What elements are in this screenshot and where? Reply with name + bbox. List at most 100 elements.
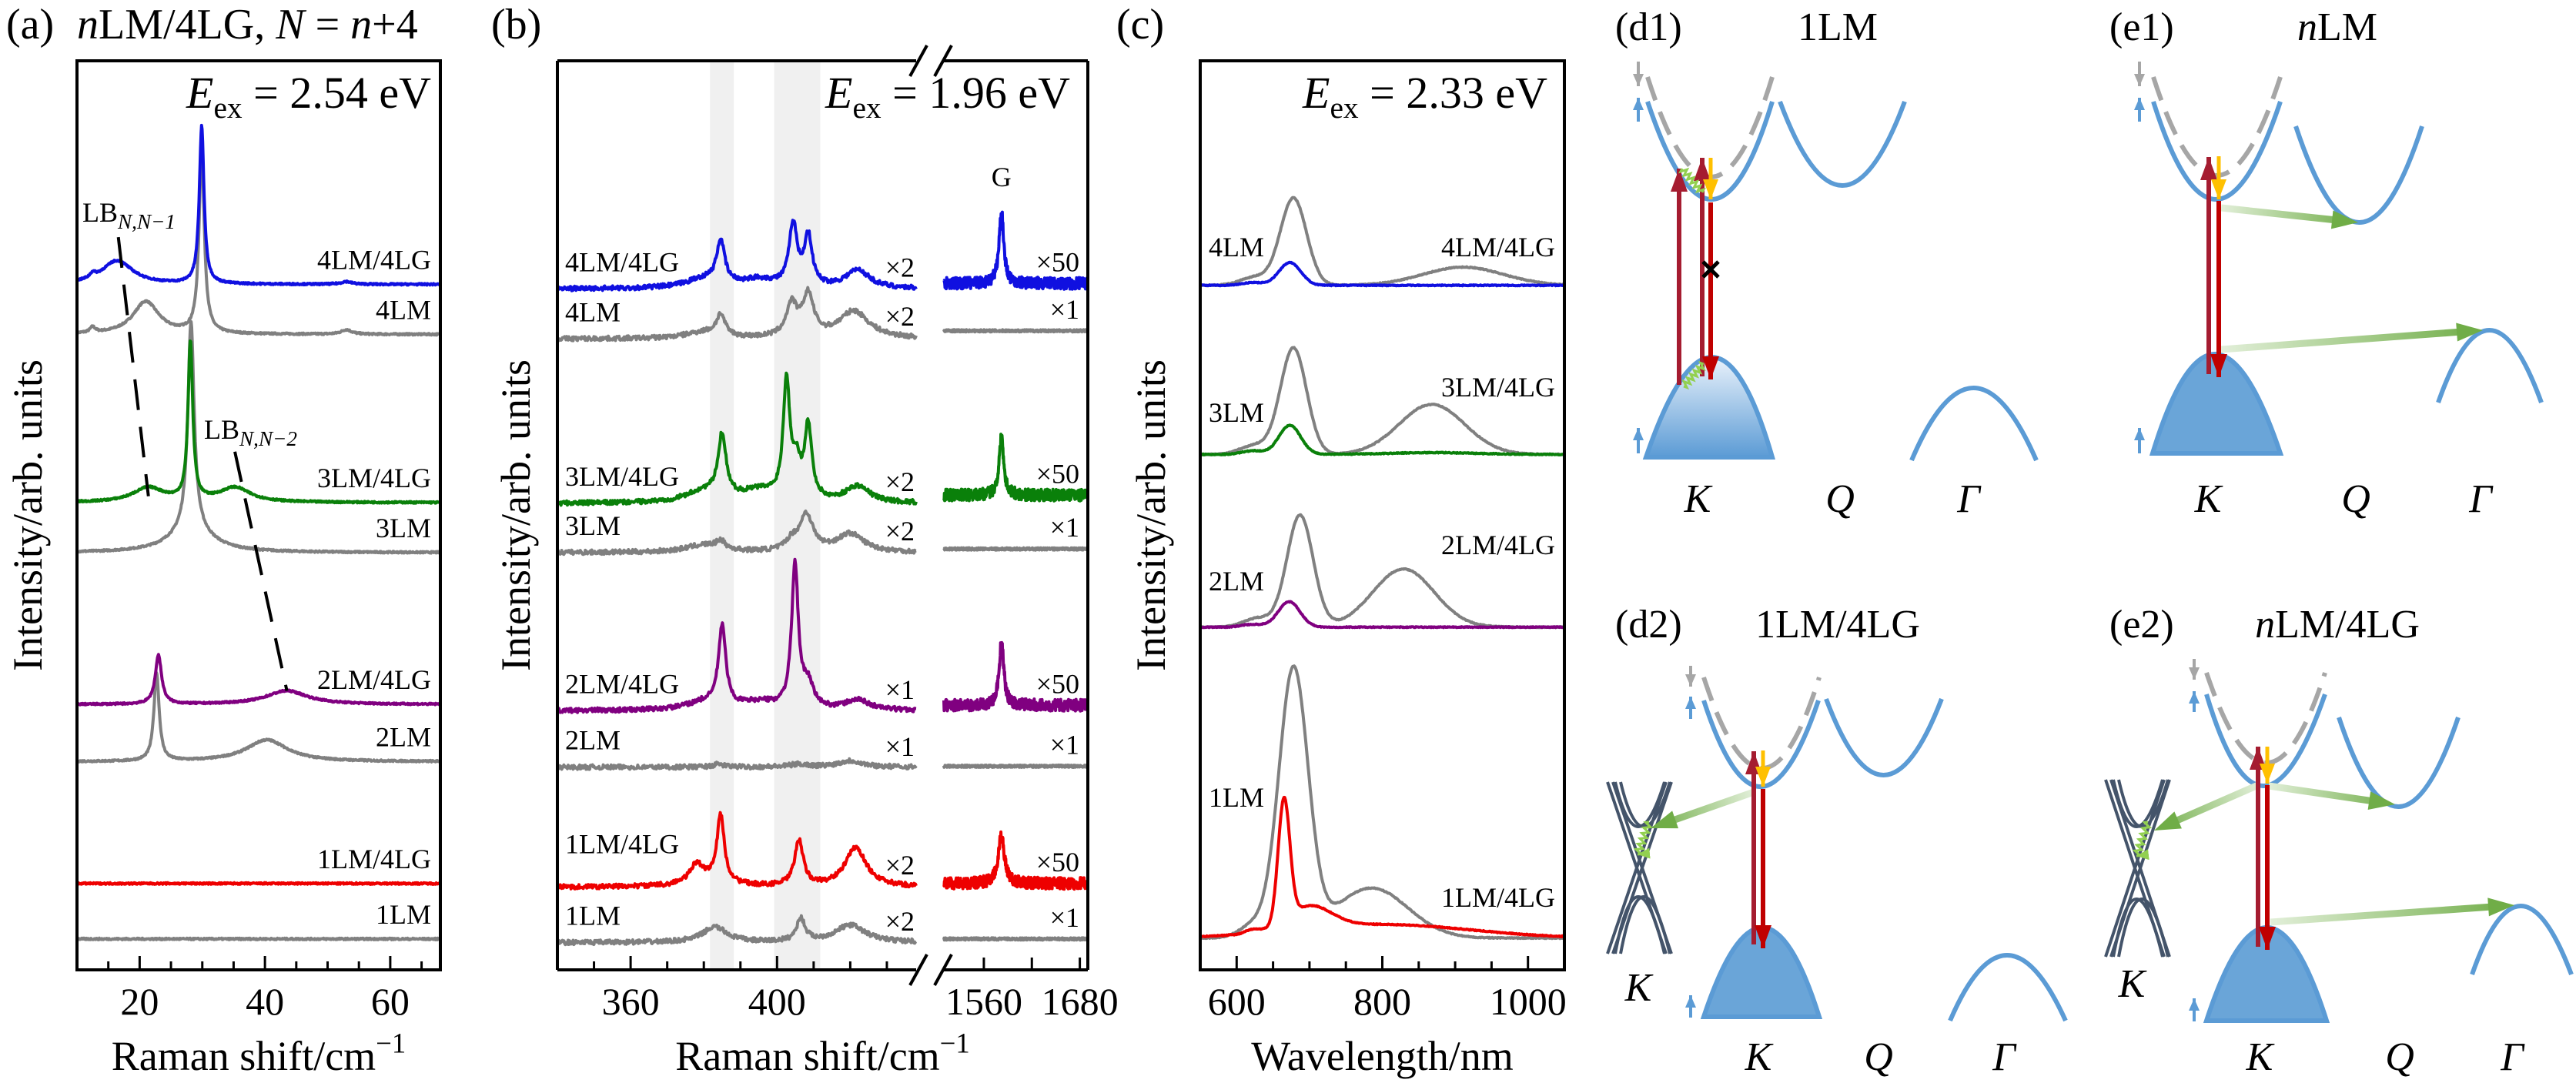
series-label: 1LM	[1209, 782, 1264, 813]
series-line-2LM/4LG	[75, 653, 442, 707]
charge-transfer-arrow	[2172, 781, 2260, 825]
lb-guide-line	[233, 451, 289, 691]
charge-transfer-arrow	[2270, 903, 2494, 926]
diagram-title: nLM	[2297, 5, 2377, 49]
series-label: 3LM	[376, 513, 431, 543]
series-label: 4LM	[565, 296, 621, 327]
axis-break-mark	[908, 45, 928, 77]
multiplier-left: ×2	[885, 850, 915, 881]
multiplier-left: ×2	[885, 301, 915, 332]
lb-mode-label: LBN,N−2	[204, 414, 297, 450]
k-point-label: Γ	[1956, 477, 1982, 521]
series-line-2LM	[75, 670, 442, 764]
multiplier-right: ×50	[1036, 668, 1079, 699]
series-label: 3LM/4LG	[317, 463, 431, 493]
k-point-label: Q	[2341, 477, 2370, 521]
multiplier-left: ×1	[885, 674, 915, 705]
x-tick-label: 40	[246, 980, 284, 1023]
charge-transfer-arrowhead-icon	[2154, 811, 2182, 831]
valence-band-gamma	[1909, 386, 2039, 462]
k-point-label: Q	[1864, 1035, 1893, 1079]
series-label: 1LM	[565, 901, 621, 931]
x-tick-label: 400	[748, 980, 806, 1023]
x-tick-label: 1680	[1042, 980, 1119, 1023]
x-tick-label: 1000	[1490, 980, 1567, 1023]
charge-transfer-arrow	[2220, 328, 2462, 353]
series-label: 2LM/4LG	[1441, 530, 1555, 560]
excitation-energy-label: Eex = 2.33 eV	[1302, 68, 1547, 125]
series-label: 2LM/4LG	[317, 664, 431, 695]
charge-transfer-arrow	[2220, 204, 2337, 224]
panel-a-raman-low-frequency: (a) nLM/4LG, N = n+4 Intensity/arb. units R…	[5, 1, 442, 1079]
axis-break-mark	[933, 954, 953, 986]
phonon-wiggle-icon	[1681, 360, 1706, 390]
series-g-line-1LM/4LG	[942, 830, 1089, 891]
series-label: 1LM/4LG	[1441, 882, 1555, 913]
charge-transfer-arrowhead-icon	[2367, 791, 2395, 810]
conduction-band-Q	[1824, 697, 1944, 777]
series-label: 1LM/4LG	[317, 844, 431, 874]
multiplier-left: ×2	[885, 516, 915, 547]
phonon-wiggle-icon	[2132, 821, 2153, 861]
series-g-line-2LM/4LG	[942, 640, 1089, 713]
series-line-2LM	[556, 757, 918, 771]
series-line-3LM/4LG	[556, 371, 918, 507]
series-label: 3LM	[565, 510, 621, 541]
x-tick-label: 600	[1208, 980, 1266, 1023]
series-g-line-4LM/4LG	[942, 210, 1089, 291]
charge-transfer-arrow	[1669, 788, 1755, 824]
graphene-lower-band	[1619, 895, 1671, 954]
k-point-label: K	[2246, 1035, 2275, 1079]
conduction-band-K	[2204, 694, 2327, 788]
series-label: 4LM	[1209, 232, 1264, 262]
panel-label: (c)	[1116, 1, 1164, 48]
series-label: 3LM/4LG	[565, 461, 679, 492]
series-g-line-3LM	[942, 546, 1089, 552]
diagram-title: 1LM/4LG	[1755, 603, 1920, 647]
band-diagrams: (d1) 1LM K Q Γ (e1) nLM K Q Γ (d2) 1LM/4LG K Q Γ K (e2) n…	[1606, 5, 2574, 1079]
charge-transfer-arrowhead-icon	[2330, 210, 2358, 229]
y-axis-label: Intensity/arb. units	[493, 359, 539, 671]
multiplier-right: ×1	[1050, 729, 1079, 760]
panel-label: (a)	[6, 1, 54, 48]
x-tick-label: 800	[1353, 980, 1411, 1023]
x-tick-label: 20	[120, 980, 159, 1023]
x-axis-label: Raman shift/cm−1	[112, 1027, 406, 1079]
multiplier-left: ×1	[885, 731, 915, 762]
multiplier-right: ×50	[1036, 459, 1079, 490]
k-point-label: K	[2194, 477, 2223, 521]
series-line-2LM/4LG	[1199, 600, 1566, 630]
g-peak-label: G	[992, 162, 1012, 192]
multiplier-right: ×1	[1050, 294, 1079, 325]
series-line-1LM	[556, 914, 918, 947]
series-line-4LM	[75, 149, 442, 337]
valence-band-gamma	[1948, 953, 2068, 1022]
series-label: 2LM	[1209, 566, 1264, 597]
conduction-band-Q	[1778, 100, 1907, 188]
series-label: 2LM	[565, 725, 621, 756]
diagram-title: 1LM	[1798, 5, 1878, 49]
series-label: 2LM	[376, 722, 431, 753]
diagram-panel-label: (e1)	[2109, 5, 2174, 49]
series-line-2LM/4LG	[556, 557, 918, 714]
series-label: 1LM/4LG	[565, 829, 679, 860]
multiplier-left: ×2	[885, 906, 915, 937]
x-axis-label: Raman shift/cm−1	[675, 1027, 970, 1079]
series-label: 4LM/4LG	[565, 246, 679, 277]
series-line-1LM/4LG	[75, 881, 442, 886]
panel-c-photoluminescence: (c) Intensity/arb. units Wavelength/nm Eex …	[1116, 1, 1567, 1079]
conduction-band-Q	[2337, 717, 2461, 809]
multiplier-right: ×50	[1036, 246, 1079, 277]
series-line-3LM	[556, 510, 918, 557]
charge-transfer-arrow	[2268, 782, 2374, 805]
charge-transfer-arrowhead-icon	[2487, 897, 2514, 917]
panel-label: (b)	[491, 1, 541, 48]
k-point-label: Q	[2385, 1035, 2414, 1079]
lb-guide-line	[116, 236, 150, 496]
series-line-1LM	[1199, 664, 1566, 941]
series-line-4LM	[1199, 196, 1566, 288]
series-line-3LM/4LG	[75, 339, 442, 505]
excitation-energy-label: Eex = 1.96 eV	[825, 68, 1070, 125]
k-point-label: Γ	[2468, 477, 2494, 521]
